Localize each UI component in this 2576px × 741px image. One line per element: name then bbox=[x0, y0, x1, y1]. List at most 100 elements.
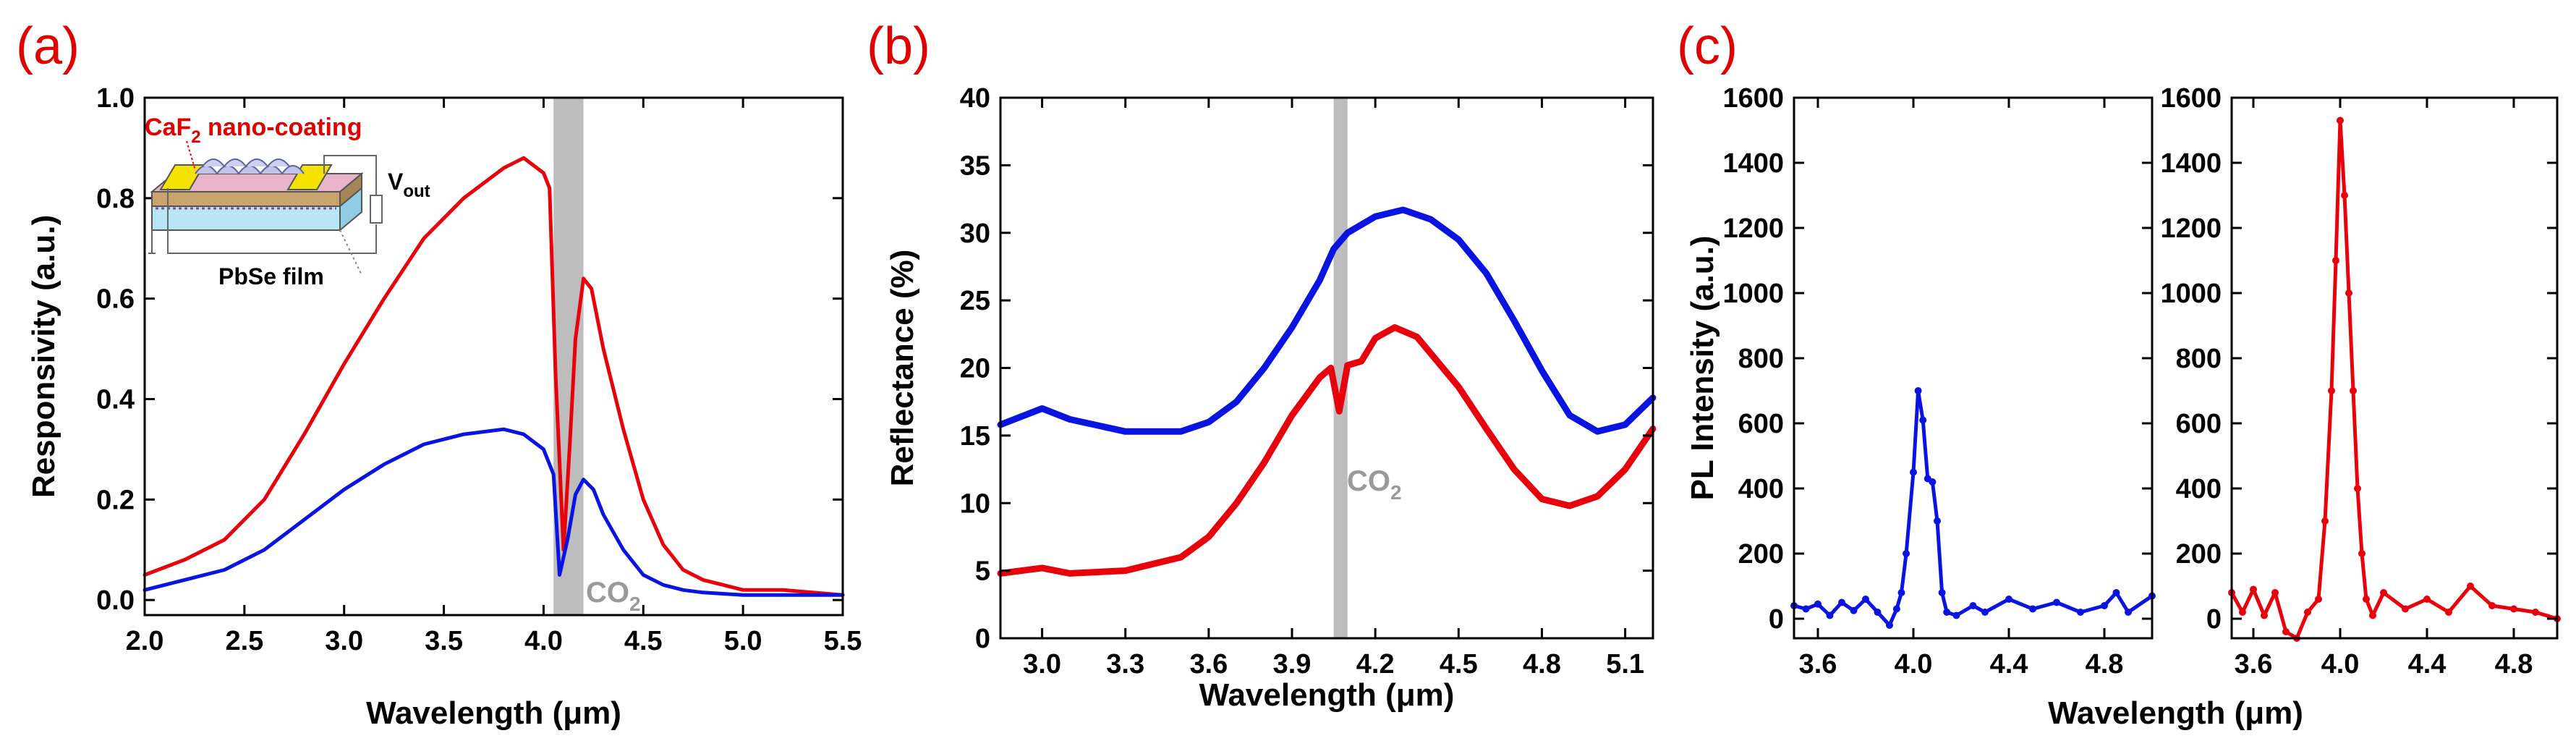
x-axis-title: Wavelength (μm) bbox=[366, 695, 621, 731]
data-point bbox=[2369, 611, 2376, 619]
data-point bbox=[2321, 517, 2329, 525]
panel-label-c: (c) bbox=[1677, 17, 1738, 75]
data-point bbox=[1802, 605, 1810, 613]
y-axis-title: Reflectance (%) bbox=[885, 250, 920, 487]
data-point bbox=[2350, 387, 2357, 394]
data-point bbox=[2112, 589, 2120, 596]
data-point bbox=[1969, 602, 1977, 609]
x-tick-label: 3.3 bbox=[1106, 649, 1144, 679]
y-tick-label: 1600 bbox=[1722, 83, 1784, 114]
y-tick-label: 0 bbox=[975, 624, 990, 654]
x-tick-label: 4.0 bbox=[524, 626, 563, 656]
y-tick-label: 1600 bbox=[2160, 83, 2222, 114]
data-point bbox=[2363, 596, 2370, 603]
y-tick-label: 600 bbox=[1738, 409, 1784, 439]
data-point bbox=[2250, 585, 2257, 593]
data-point bbox=[2337, 117, 2344, 124]
y-tick-label: 35 bbox=[960, 151, 990, 181]
data-point bbox=[1886, 622, 1893, 629]
y-tick-label: 0 bbox=[1769, 604, 1784, 635]
x-tick-label: 3.9 bbox=[1273, 649, 1312, 679]
data-point bbox=[2029, 605, 2036, 613]
data-point bbox=[1952, 611, 1960, 619]
data-point bbox=[1934, 517, 1941, 525]
data-point bbox=[2532, 609, 2539, 616]
y-tick-label: 30 bbox=[960, 219, 990, 249]
chart-b-reflectance: 3.0 3.3 3.6 3.9 4.2 4.5 4.8 5.1 0 5 10 15 20 25 30 35 40… bbox=[885, 83, 1657, 713]
data-point bbox=[1838, 598, 1845, 606]
y-tick-label: 1200 bbox=[1722, 213, 1784, 244]
data-point bbox=[1903, 550, 1910, 557]
y-tick-label: 0.4 bbox=[96, 385, 135, 415]
data-point bbox=[1892, 605, 1900, 613]
data-point bbox=[2423, 596, 2431, 603]
y-axis-title: PL Intensity (a.u.) bbox=[1685, 236, 1720, 501]
x-tick-label: 4.8 bbox=[2495, 649, 2533, 679]
x-tick-label: 5.0 bbox=[724, 626, 762, 656]
inset-coating-label: CaF2 nano-coating bbox=[145, 114, 362, 147]
y-tick-label: 10 bbox=[960, 488, 990, 519]
device-schematic-icon bbox=[148, 140, 383, 276]
data-point bbox=[2077, 609, 2084, 616]
series-line-a-1 bbox=[143, 427, 845, 597]
x-tick-label: 3.6 bbox=[1799, 649, 1837, 679]
data-point bbox=[2282, 628, 2290, 635]
y-axis-title: Responsivity (a.u.) bbox=[26, 215, 61, 498]
inset-vout-label: Vout bbox=[388, 169, 430, 201]
data-point bbox=[1862, 596, 1869, 603]
x-tick-label: 3.5 bbox=[425, 626, 463, 656]
plot-frame bbox=[143, 96, 844, 617]
x-tick-label: 4.5 bbox=[1440, 649, 1478, 679]
data-point bbox=[2354, 485, 2361, 492]
data-point bbox=[2304, 609, 2311, 616]
co2-annotation-a: CO2 bbox=[586, 577, 641, 615]
data-point bbox=[1910, 468, 1917, 476]
y-tick-label: 800 bbox=[1738, 344, 1784, 374]
data-point bbox=[1874, 609, 1882, 616]
y-tick-label: 0.0 bbox=[96, 585, 135, 616]
data-point bbox=[2125, 609, 2132, 616]
y-tick-label: 25 bbox=[960, 286, 990, 316]
data-point bbox=[2328, 387, 2335, 394]
plot-frame bbox=[1793, 96, 2154, 640]
data-point bbox=[1919, 416, 1927, 424]
data-point bbox=[2271, 589, 2279, 596]
x-tick-label: 4.8 bbox=[1523, 649, 1561, 679]
y-tick-label: 0.8 bbox=[96, 184, 135, 214]
y-tick-label: 0.2 bbox=[96, 485, 135, 515]
data-point bbox=[1929, 478, 1937, 486]
x-tick-label: 5.1 bbox=[1606, 649, 1644, 679]
data-point bbox=[2488, 602, 2496, 609]
data-point bbox=[2445, 609, 2452, 616]
chart-a-responsivity: 2.0 2.5 3.0 3.5 4.0 4.5 5.0 5.5 0.0 0.2 0.4 0.6 0.8 1… bbox=[26, 83, 862, 731]
x-tick-label: 4.8 bbox=[2086, 649, 2124, 679]
y-tick-label: 200 bbox=[2176, 539, 2222, 569]
y-tick-label: 5 bbox=[975, 556, 990, 587]
x-tick-label: 3.0 bbox=[1023, 649, 1061, 679]
x-tick-label: 4.2 bbox=[1356, 649, 1395, 679]
y-tick-label: 20 bbox=[960, 354, 990, 384]
data-point bbox=[2005, 596, 2012, 603]
co2-annotation-b: CO2 bbox=[1347, 465, 1402, 504]
y-tick-label: 400 bbox=[2176, 474, 2222, 504]
data-point bbox=[2261, 611, 2268, 619]
panel-label-a: (a) bbox=[16, 17, 80, 75]
data-point bbox=[1914, 387, 1922, 394]
plot-frame bbox=[2230, 96, 2559, 640]
y-tick-label: 1000 bbox=[2160, 279, 2222, 309]
series-line-c2-0 bbox=[2229, 119, 2559, 640]
data-point bbox=[1943, 609, 1951, 616]
chart-c1-pl-uncoated: 3.6 4.0 4.4 4.8 0 200 400 600 800 1000 1200 1400 160… bbox=[1685, 83, 2303, 731]
y-tick-label: 0.6 bbox=[96, 284, 135, 315]
data-point bbox=[1850, 606, 1858, 614]
x-tick-label: 4.4 bbox=[2408, 649, 2447, 679]
x-axis-title: Wavelength (μm) bbox=[1199, 677, 1455, 713]
y-tick-label: 1400 bbox=[2160, 148, 2222, 179]
y-tick-label: 1400 bbox=[1722, 148, 1784, 179]
x-tick-label: 4.5 bbox=[624, 626, 663, 656]
data-point bbox=[2402, 605, 2409, 613]
data-point bbox=[2101, 602, 2108, 609]
data-point bbox=[1814, 600, 1822, 608]
series-line-b-1 bbox=[997, 324, 1657, 577]
